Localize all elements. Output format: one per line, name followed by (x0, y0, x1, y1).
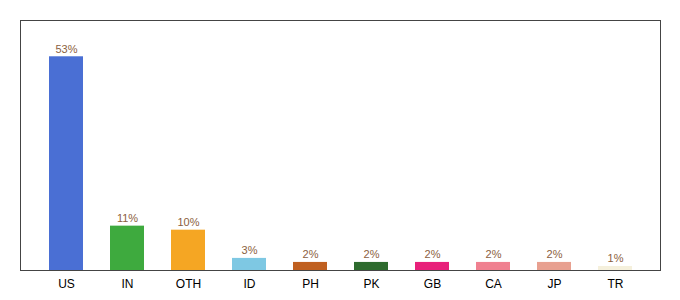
svg-text:PK: PK (363, 277, 379, 291)
svg-text:2%: 2% (303, 248, 319, 260)
svg-text:1%: 1% (608, 252, 624, 264)
svg-text:TR: TR (608, 277, 624, 291)
svg-text:3%: 3% (242, 244, 258, 256)
svg-text:10%: 10% (177, 216, 199, 228)
svg-text:CA: CA (485, 277, 502, 291)
svg-text:OTH: OTH (176, 277, 201, 291)
svg-text:IN: IN (122, 277, 134, 291)
svg-text:ID: ID (244, 277, 256, 291)
svg-text:2%: 2% (486, 248, 502, 260)
svg-text:PH: PH (302, 277, 319, 291)
svg-text:2%: 2% (425, 248, 441, 260)
svg-text:53%: 53% (55, 43, 77, 55)
svg-text:2%: 2% (364, 248, 380, 260)
svg-text:11%: 11% (117, 212, 138, 224)
svg-text:GB: GB (424, 277, 441, 291)
svg-text:2%: 2% (547, 248, 563, 260)
svg-text:US: US (58, 277, 75, 291)
svg-text:JP: JP (547, 277, 561, 291)
